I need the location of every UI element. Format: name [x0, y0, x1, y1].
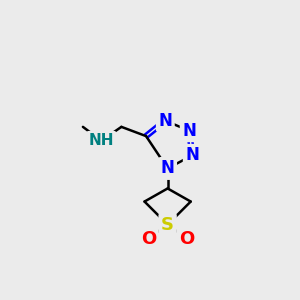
Text: S: S: [161, 216, 174, 234]
Text: N: N: [158, 112, 172, 130]
Text: N: N: [161, 159, 175, 177]
Text: NH: NH: [88, 133, 114, 148]
Text: O: O: [141, 230, 156, 247]
Text: N: N: [182, 122, 196, 140]
Text: N: N: [185, 146, 199, 164]
Text: O: O: [179, 230, 194, 247]
